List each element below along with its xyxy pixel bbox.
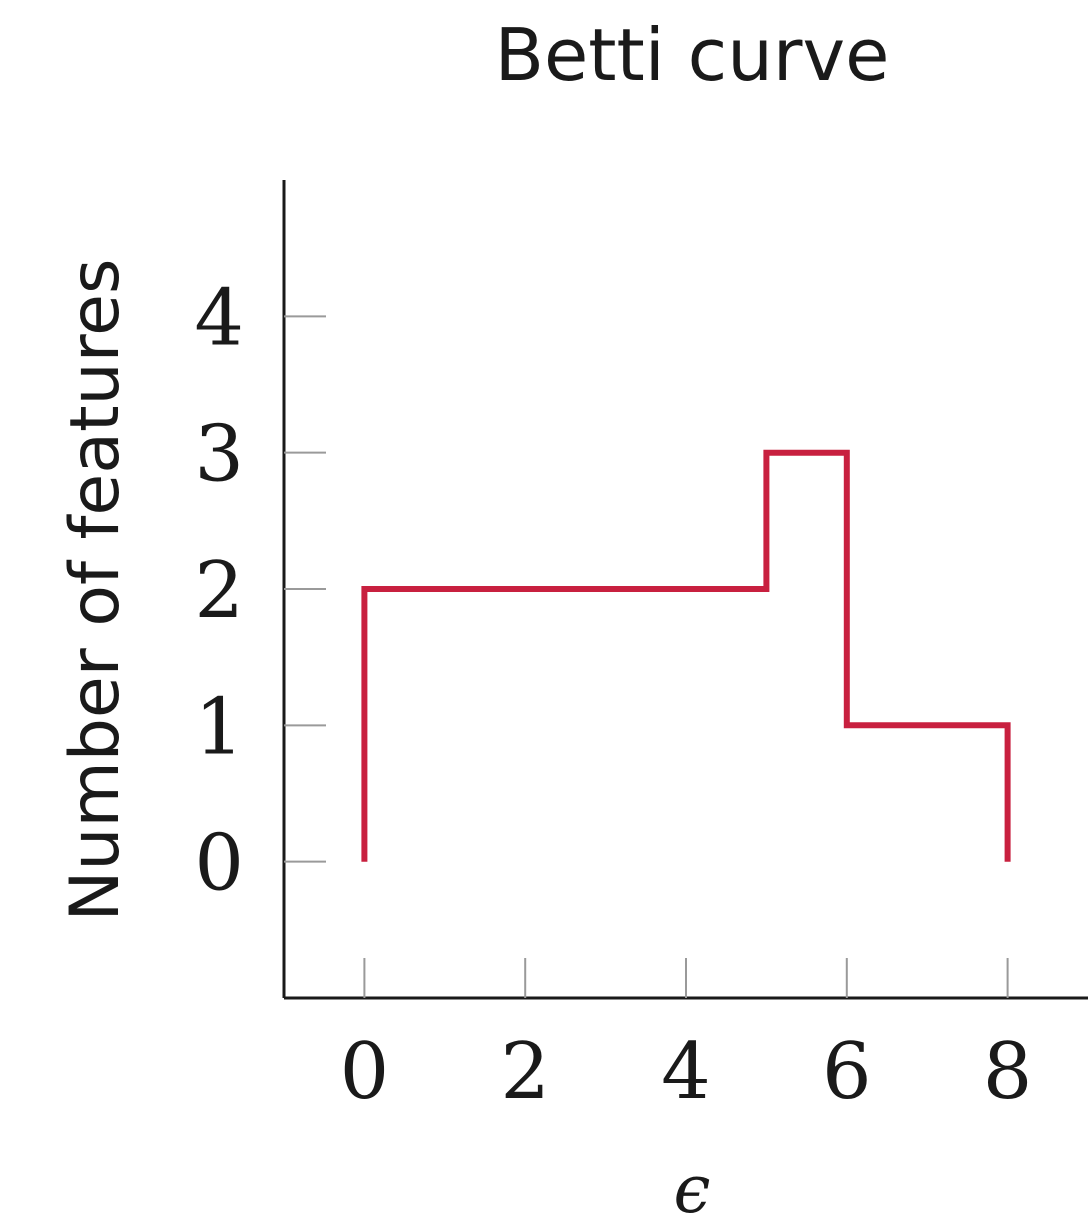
x-tick-label: 2 <box>500 1027 550 1117</box>
x-axis-label: ϵ <box>674 1151 711 1228</box>
betti-curve-line <box>361 449 1011 862</box>
x-tick-label: 0 <box>340 1027 390 1117</box>
chart-title: Betti curve <box>495 13 890 97</box>
y-tick-label: 3 <box>194 410 244 500</box>
x-tick-label: 8 <box>983 1027 1033 1117</box>
y-tick-label: 1 <box>194 682 244 772</box>
x-tick-label: 6 <box>822 1027 872 1117</box>
x-tick-label: 4 <box>661 1027 711 1117</box>
y-axis-label: Number of features <box>56 259 135 922</box>
y-tick-label: 0 <box>194 819 244 909</box>
y-tick-label: 2 <box>194 546 244 636</box>
y-tick-label: 4 <box>194 273 244 363</box>
